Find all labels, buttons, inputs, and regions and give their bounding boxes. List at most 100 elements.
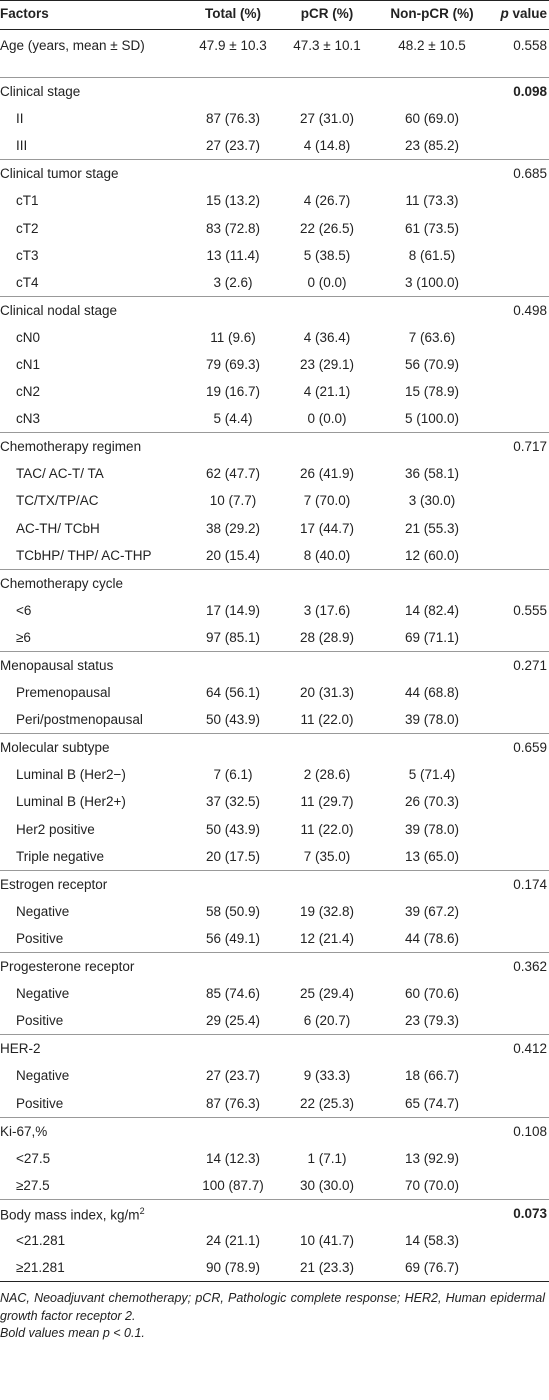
nonpcr-cell xyxy=(374,733,490,762)
factor-cell: cN0 xyxy=(16,329,41,345)
total-cell: 64 (56.1) xyxy=(205,685,261,701)
table-group-row: Menopausal status 0.271 xyxy=(0,650,549,680)
unit-superscript: 2 xyxy=(139,1206,145,1217)
pvalue-cell: 0.174 xyxy=(490,869,549,898)
total-cell: 5 (4.4) xyxy=(213,411,253,427)
nonpcr-cell: 21 (55.3) xyxy=(404,520,460,536)
pvalue-cell xyxy=(490,1062,549,1089)
pcr-cell: 4 (26.7) xyxy=(303,193,351,209)
pcr-cell xyxy=(280,869,374,898)
total-cell: 85 (74.6) xyxy=(205,986,261,1002)
total-cell: 58 (50.9) xyxy=(205,903,261,919)
pvalue-cell: 0.108 xyxy=(490,1116,549,1145)
factor-cell: Clinical nodal stage xyxy=(0,295,186,324)
pcr-cell: 0 (0.0) xyxy=(307,274,347,290)
table-body: Age (years, mean ± SD) 47.9 ± 10.3 47.3 ± … xyxy=(0,29,549,1283)
footnote-abbreviations: NAC, Neoadjuvant chemotherapy; pCR, Path… xyxy=(0,1291,545,1323)
table-row: <21.281 24 (21.1) 10 (41.7) 14 (58.3) xyxy=(0,1227,549,1254)
nonpcr-cell: 14 (58.3) xyxy=(404,1232,460,1248)
total-cell xyxy=(186,650,280,680)
pvalue-cell xyxy=(490,898,549,925)
factor-cell: Chemotherapy cycle xyxy=(0,568,186,597)
pcr-cell: 26 (41.9) xyxy=(299,466,355,482)
table-row: cT3 13 (11.4) 5 (38.5) 8 (61.5) xyxy=(0,242,549,269)
pcr-cell: 28 (28.9) xyxy=(299,629,355,645)
table-row: ≥21.281 90 (78.9) 21 (23.3) 69 (76.7) xyxy=(0,1254,549,1283)
pcr-cell: 17 (44.7) xyxy=(299,520,355,536)
factor-cell: cN3 xyxy=(16,411,41,427)
pcr-cell xyxy=(280,432,374,461)
nonpcr-cell: 39 (78.0) xyxy=(404,821,460,837)
pvalue-cell: 0.098 xyxy=(490,77,549,106)
factor-cell: <21.281 xyxy=(16,1232,66,1248)
nonpcr-cell: 5 (71.4) xyxy=(408,767,456,783)
table-row: cN3 5 (4.4) 0 (0.0) 5 (100.0) xyxy=(0,405,549,433)
nonpcr-cell: 61 (73.5) xyxy=(404,220,460,236)
pvalue-cell xyxy=(490,214,549,241)
pcr-cell: 6 (20.7) xyxy=(303,1013,351,1029)
table-row: Premenopausal 64 (56.1) 20 (31.3) 44 (68.8) xyxy=(0,679,549,706)
factor-cell: Ki-67,% xyxy=(0,1116,186,1145)
table-row: II 87 (76.3) 27 (31.0) 60 (69.0) xyxy=(0,105,549,132)
table-group-row: Clinical tumor stage 0.685 xyxy=(0,159,549,188)
pcr-cell xyxy=(280,568,374,597)
nonpcr-cell: 3 (30.0) xyxy=(408,493,456,509)
pcr-cell: 9 (33.3) xyxy=(303,1068,351,1084)
pcr-cell: 11 (29.7) xyxy=(300,794,354,810)
total-cell: 27 (23.7) xyxy=(205,138,261,154)
total-cell: 50 (43.9) xyxy=(205,712,261,728)
total-cell: 20 (17.5) xyxy=(205,848,261,864)
factor-cell: Positive xyxy=(16,1095,64,1111)
pcr-cell xyxy=(280,1198,374,1227)
table-row: TAC/ AC-T/ TA 62 (47.7) 26 (41.9) 36 (58.1) xyxy=(0,460,549,487)
total-cell: 3 (2.6) xyxy=(213,274,253,290)
pvalue-cell xyxy=(490,242,549,269)
table-row: Negative 58 (50.9) 19 (32.8) 39 (67.2) xyxy=(0,898,549,925)
pcr-cell xyxy=(280,77,374,106)
nonpcr-cell xyxy=(374,869,490,898)
table-row: cN2 19 (16.7) 4 (21.1) 15 (78.9) xyxy=(0,378,549,405)
nonpcr-cell: 60 (70.6) xyxy=(404,986,460,1002)
nonpcr-cell: 60 (69.0) xyxy=(404,111,460,127)
nonpcr-cell: 7 (63.6) xyxy=(408,329,456,345)
table-group-row: Molecular subtype 0.659 xyxy=(0,733,549,762)
table-row: Triple negative 20 (17.5) 7 (35.0) 13 (65.0… xyxy=(0,843,549,871)
table-row: Luminal B (Her2−) 7 (6.1) 2 (28.6) 5 (71.4) xyxy=(0,761,549,788)
pcr-cell: 1 (7.1) xyxy=(307,1150,347,1166)
pvalue-cell xyxy=(490,843,549,871)
total-cell: 7 (6.1) xyxy=(213,767,253,783)
table-group-row: HER-2 0.412 xyxy=(0,1034,549,1063)
pcr-cell: 25 (29.4) xyxy=(299,986,355,1002)
pvalue-cell xyxy=(490,1007,549,1035)
nonpcr-cell xyxy=(374,1034,490,1063)
pvalue-cell xyxy=(490,788,549,815)
nonpcr-cell: 13 (65.0) xyxy=(404,848,460,864)
factor-cell: Negative xyxy=(16,1068,70,1084)
pcr-cell: 22 (25.3) xyxy=(299,1095,355,1111)
pvalue-cell xyxy=(490,1254,549,1283)
nonpcr-cell xyxy=(374,952,490,981)
factor-cell: Body mass index, kg/m2 xyxy=(0,1198,186,1227)
pvalue-cell xyxy=(490,925,549,953)
table-row: Negative 85 (74.6) 25 (29.4) 60 (70.6) xyxy=(0,980,549,1007)
nonpcr-cell: 69 (76.7) xyxy=(374,1254,490,1283)
pcr-cell xyxy=(280,952,374,981)
pcr-cell: 3 (17.6) xyxy=(303,602,351,618)
pcr-cell: 11 (22.0) xyxy=(300,712,354,728)
factor-cell: Chemotherapy regimen xyxy=(0,432,186,461)
total-cell: 11 (9.6) xyxy=(210,329,256,345)
total-cell xyxy=(186,1198,280,1227)
factor-cell: Negative xyxy=(16,903,70,919)
table-row: AC-TH/ TCbH 38 (29.2) 17 (44.7) 21 (55.3) xyxy=(0,515,549,542)
table-row: ≥6 97 (85.1) 28 (28.9) 69 (71.1) xyxy=(0,624,549,652)
header-p-italic: p xyxy=(500,6,509,21)
baseline-characteristics-table: Factors Total (%) pCR (%) Non-pCR (%) p … xyxy=(0,0,549,1283)
pvalue-cell: 0.558 xyxy=(490,29,549,78)
table-group-row: Clinical stage 0.098 xyxy=(0,77,549,106)
pcr-cell: 11 (22.0) xyxy=(300,821,354,837)
pvalue-cell xyxy=(490,187,549,214)
nonpcr-cell: 39 (67.2) xyxy=(404,903,460,919)
total-cell xyxy=(186,295,280,324)
pvalue-cell xyxy=(490,980,549,1007)
pvalue-cell xyxy=(490,487,549,514)
